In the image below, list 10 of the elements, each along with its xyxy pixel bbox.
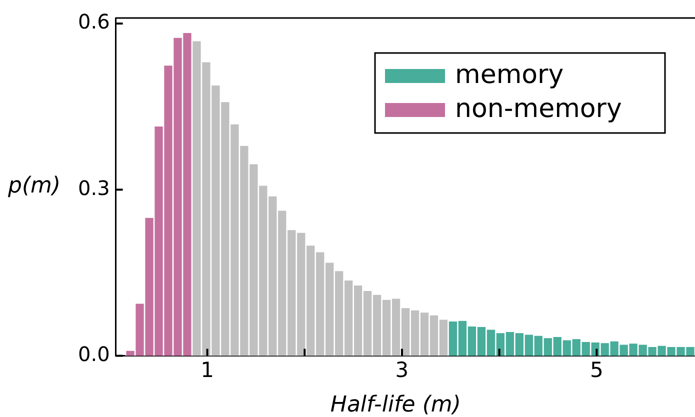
legend-label: non-memory: [455, 94, 622, 124]
y-tick-label: 0.0: [78, 342, 110, 366]
y-tick-label: 0.6: [78, 10, 110, 34]
x-tick-label: 3: [395, 358, 409, 382]
y-axis-title: p(m): [7, 174, 61, 199]
x-tick-label: 5: [590, 358, 604, 382]
x-tick-label: 1: [200, 358, 214, 382]
y-tick-label: 0.3: [78, 176, 110, 200]
legend-label: memory: [455, 60, 564, 90]
x-axis-title: Half-life (m): [330, 392, 461, 417]
